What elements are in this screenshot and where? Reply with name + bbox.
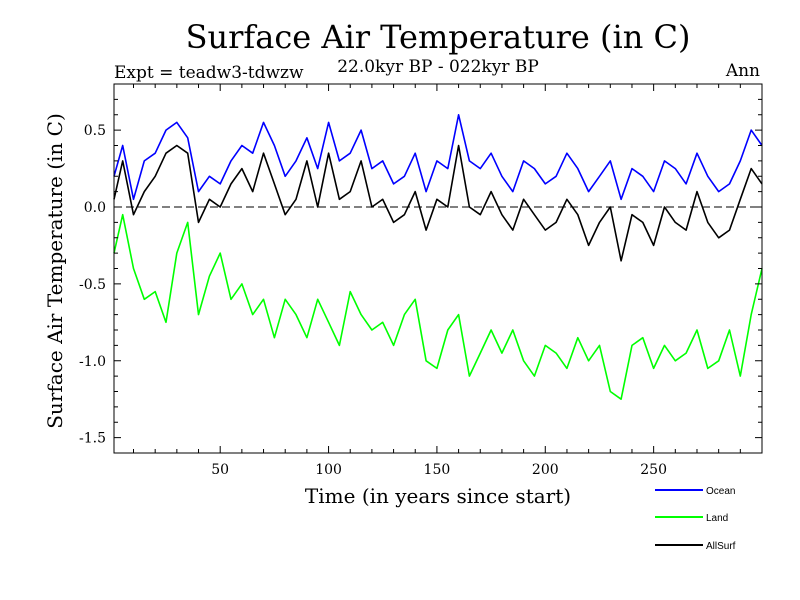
season-label: Ann	[725, 61, 760, 81]
x-tick-label: 200	[532, 462, 559, 478]
y-tick-label: 0.5	[84, 123, 106, 139]
series-line-land	[113, 213, 763, 401]
y-tick-label: -0.5	[79, 277, 106, 293]
legend-label-ocean: Ocean	[706, 486, 735, 497]
y-tick-label: -1.0	[79, 354, 106, 370]
x-tick-label: 100	[315, 462, 342, 478]
x-tick-label: 150	[424, 462, 451, 478]
x-axis-label: Time (in years since start)	[305, 484, 571, 508]
y-axis-label: Surface Air Temperature (in C)	[43, 113, 67, 429]
series-line-allsurf	[113, 144, 763, 262]
legend-label-land: Land	[706, 513, 728, 524]
y-tick-label: 0.0	[84, 200, 106, 216]
y-tick-label: -1.5	[79, 431, 106, 447]
x-tick-label: 250	[640, 462, 667, 478]
period-label: 22.0kyr BP - 022kyr BP	[337, 57, 539, 77]
chart-title: Surface Air Temperature (in C)	[186, 18, 691, 56]
x-tick-label: 50	[211, 462, 229, 478]
legend: Ocean Land AllSurf	[655, 486, 736, 552]
series-line-ocean	[113, 114, 763, 201]
experiment-label: Expt = teadw3-tdwzw	[114, 63, 304, 83]
legend-label-allsurf: AllSurf	[706, 541, 736, 552]
plot-area: 50 100 150 200 250 -1.5 -1.0 -0.5 0.0 0.5	[79, 83, 763, 478]
plot-frame	[113, 83, 763, 454]
